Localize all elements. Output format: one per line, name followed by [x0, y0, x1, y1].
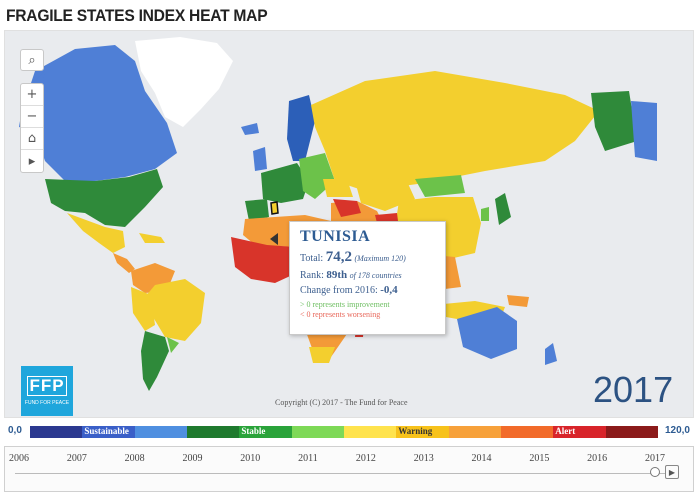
south-africa-region[interactable] [309, 347, 335, 363]
canada-region[interactable] [25, 45, 177, 181]
scale-segment [500, 426, 554, 438]
scale-segment [448, 426, 501, 438]
far-east-region[interactable] [591, 91, 637, 151]
scale-max-label: 120,0 [664, 425, 690, 436]
scale-segment [605, 426, 658, 438]
timeline-year[interactable]: 2012 [355, 453, 376, 464]
scale-category-label: Alert [555, 426, 576, 436]
timeline-track[interactable] [15, 473, 665, 474]
popup-total-value: 74,2 [325, 249, 352, 265]
popup-rank-label: Rank: [300, 270, 324, 281]
map-controls: + − ⌂ ▸ [20, 83, 44, 173]
scale-segment [186, 426, 240, 438]
timeline-year[interactable]: 2014 [471, 453, 492, 464]
home-icon[interactable]: ⌂ [21, 128, 43, 150]
iceland-region[interactable] [241, 123, 259, 135]
scale-min-label: 0,0 [8, 425, 22, 436]
timeline-next-icon[interactable]: ▶ [665, 465, 679, 479]
popup-rank-row: Rank: 89th of 178 countries [300, 269, 435, 281]
syria-iraq-region[interactable] [333, 199, 361, 217]
timeline-year[interactable]: 2016 [587, 453, 608, 464]
ffp-logo: FFP FUND FOR PEACE [21, 366, 73, 416]
scale-segment: Warning [396, 426, 449, 438]
timeline-year[interactable]: 2015 [529, 453, 550, 464]
ukraine-region[interactable] [323, 179, 353, 197]
caribbean-region[interactable] [139, 233, 165, 243]
mexico-region[interactable] [67, 213, 125, 253]
year-timeline[interactable]: ▶ 2006 2007 2008 2009 2010 2011 2012 2013 2014 20… [4, 446, 694, 492]
page-title: FRAGILE STATES INDEX HEAT MAP [6, 6, 268, 25]
scale-category-label: Warning [398, 426, 433, 436]
popup-pointer [270, 233, 278, 245]
popup-total-max: (Maximum 120) [354, 254, 406, 263]
play-icon[interactable]: ▸ [28, 153, 36, 169]
timeline-year[interactable]: 2017 [645, 453, 665, 464]
popup-country-name: TUNISIA [300, 228, 371, 245]
scale-segment [343, 426, 397, 438]
popup-rank-value: 89th [326, 269, 348, 281]
usa-region[interactable] [45, 169, 163, 227]
scale-category-label: Sustainable [84, 426, 129, 436]
papua-region[interactable] [507, 295, 529, 307]
scale-segment: Stable [239, 426, 292, 438]
scale-segment: Alert [553, 426, 606, 438]
search-control[interactable]: ⌕ [20, 49, 44, 71]
tunisia-region[interactable] [270, 201, 279, 215]
timeline-year[interactable]: 2010 [240, 453, 261, 464]
popup-change-row: Change from 2016: -0,4 [300, 284, 435, 296]
timeline-year[interactable]: 2008 [124, 453, 145, 464]
heat-map[interactable]: ⌕ + − ⌂ ▸ TUNISIA Total: 74,2 (Maximum 1… [4, 30, 694, 418]
popup-legend-positive: > 0 represents improvement [300, 300, 390, 309]
popup-change-value: -0,4 [380, 284, 398, 296]
logo-mark: FFP [27, 376, 67, 396]
iberia-region[interactable] [245, 199, 269, 221]
scale-bar: Sustainable Stable Warning Alert [30, 426, 658, 438]
country-popup: TUNISIA Total: 74,2 (Maximum 120) Rank: … [289, 221, 446, 335]
scale-category-label: Stable [241, 426, 266, 436]
central-america-region[interactable] [113, 253, 135, 273]
scandinavia-region[interactable] [287, 95, 315, 161]
popup-total-label: Total: [300, 253, 324, 264]
popup-change-label: Change from 2016: [300, 285, 378, 296]
timeline-handle[interactable] [650, 467, 660, 477]
scale-segment [30, 426, 83, 438]
current-year-label: 2017 [593, 369, 674, 410]
timeline-year[interactable]: 2009 [182, 453, 203, 464]
western-europe-region[interactable] [261, 163, 309, 203]
mongolia-region[interactable] [415, 175, 465, 197]
popup-rank-of: of 178 countries [349, 271, 402, 280]
russia-region[interactable] [311, 71, 599, 191]
popup-total-row: Total: 74,2 (Maximum 120) [300, 249, 435, 266]
timeline-year[interactable]: 2013 [413, 453, 434, 464]
zoom-out-button[interactable]: − [21, 106, 43, 128]
argentina-chile-region[interactable] [141, 331, 169, 391]
peru-bolivia-region[interactable] [131, 287, 155, 331]
popup-legend-negative: < 0 represents worsening [300, 310, 381, 319]
logo-subtitle: FUND FOR PEACE [24, 400, 70, 406]
timeline-year[interactable]: 2011 [298, 453, 318, 464]
copyright-text: Copyright (C) 2017 - The Fund for Peace [275, 398, 408, 407]
scale-segment [291, 426, 344, 438]
brazil-region[interactable] [145, 279, 205, 341]
uk-region[interactable] [253, 147, 267, 171]
timeline-year[interactable]: 2006 [9, 453, 29, 464]
scale-segment [134, 426, 187, 438]
scale-segment: Sustainable [82, 426, 135, 438]
korea-region[interactable] [481, 207, 489, 221]
zoom-in-button[interactable]: + [21, 84, 43, 106]
west-africa-region[interactable] [231, 237, 301, 283]
new-zealand-region[interactable] [545, 343, 557, 365]
alaska-east-region[interactable] [631, 101, 657, 161]
search-icon[interactable]: ⌕ [28, 52, 36, 68]
japan-region[interactable] [495, 193, 511, 225]
australia-region[interactable] [457, 307, 517, 359]
greenland-region[interactable] [135, 37, 233, 127]
uruguay-region[interactable] [167, 337, 179, 353]
timeline-year[interactable]: 2007 [66, 453, 87, 464]
color-scale: 0,0 Sustainable Stable Warning Alert 120,0 [4, 424, 694, 440]
